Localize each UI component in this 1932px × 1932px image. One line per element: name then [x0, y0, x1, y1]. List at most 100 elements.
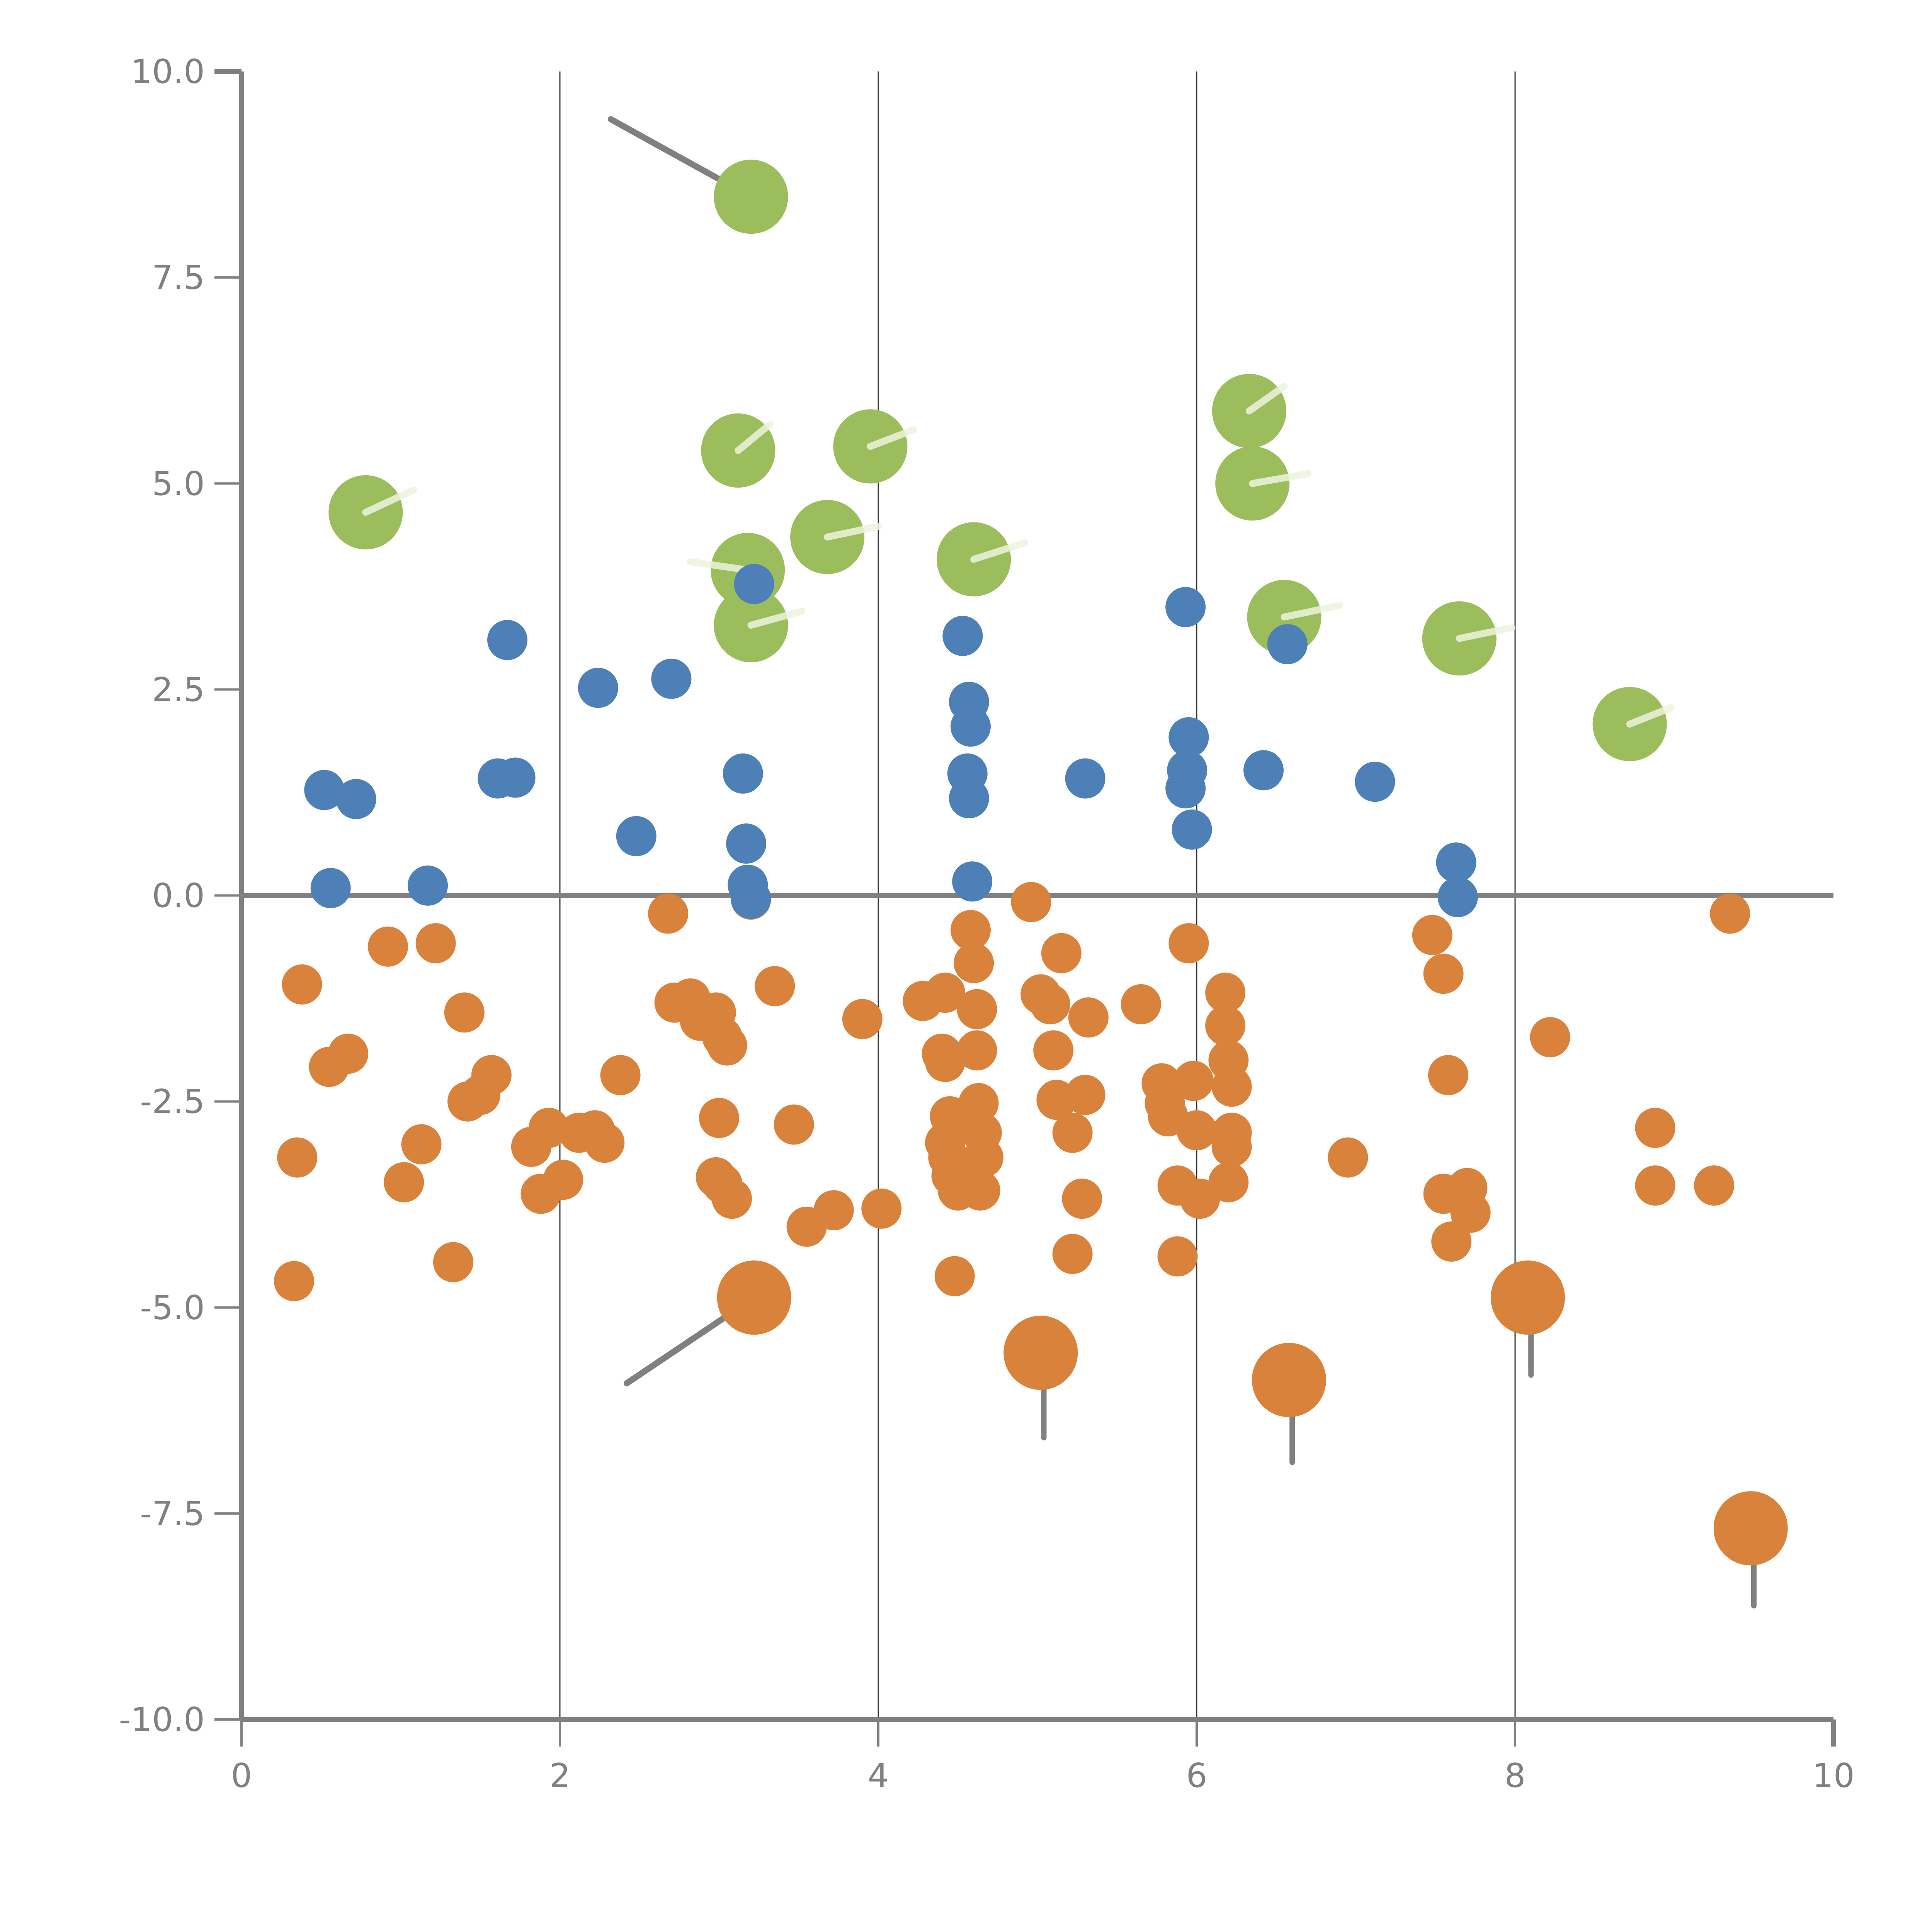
data-point-orange[interactable]	[755, 966, 795, 1007]
data-point-blue[interactable]	[949, 778, 989, 818]
data-point-orange[interactable]	[1423, 954, 1464, 994]
data-point-orange[interactable]	[1177, 1110, 1217, 1151]
data-point-orange[interactable]	[1030, 984, 1070, 1024]
data-point-orange[interactable]	[1450, 1192, 1491, 1233]
data-point-blue[interactable]	[1437, 877, 1478, 917]
data-point-blue[interactable]	[723, 753, 763, 794]
data-point-orange[interactable]	[1121, 984, 1161, 1024]
data-point-blue[interactable]	[1172, 809, 1212, 850]
data-point-orange[interactable]	[277, 1137, 318, 1178]
data-point-orange[interactable]	[1173, 1061, 1214, 1101]
data-point-blue[interactable]	[1165, 768, 1206, 809]
data-point-orange[interactable]	[707, 1025, 747, 1066]
data-point-orange[interactable]	[1635, 1107, 1675, 1148]
data-point-orange[interactable]	[1412, 915, 1452, 955]
data-point-orange[interactable]	[957, 1030, 997, 1071]
data-point-orange[interactable]	[1710, 893, 1750, 934]
data-point-orange[interactable]	[934, 1256, 975, 1296]
data-point-orange[interactable]	[958, 1083, 999, 1123]
data-point-orange[interactable]	[960, 1170, 1000, 1211]
data-point-orange[interactable]	[368, 926, 408, 967]
data-point-blue[interactable]	[1355, 762, 1395, 802]
data-point-orange[interactable]	[1205, 973, 1246, 1013]
data-point-orange[interactable]	[1041, 933, 1082, 973]
data-point-blue[interactable]	[950, 706, 991, 747]
data-point-green[interactable]	[714, 160, 788, 234]
data-point-blue[interactable]	[495, 757, 536, 798]
data-point-orange[interactable]	[433, 1242, 473, 1282]
data-point-orange[interactable]	[1530, 1017, 1570, 1058]
data-point-orange[interactable]	[1052, 1112, 1093, 1153]
data-point-orange[interactable]	[384, 1162, 424, 1202]
data-point-orange[interactable]	[954, 943, 994, 983]
data-point-blue[interactable]	[1243, 750, 1284, 791]
data-point-orange[interactable]	[1062, 1179, 1102, 1219]
series-blue-points[interactable]	[304, 564, 1478, 919]
data-point-orange[interactable]	[415, 923, 456, 964]
data-point-blue[interactable]	[310, 868, 351, 908]
data-point-orange[interactable]	[1033, 1030, 1074, 1071]
data-point-orange[interactable]	[471, 1055, 512, 1095]
data-point-orange[interactable]	[1208, 1162, 1249, 1202]
data-point-orange[interactable]	[584, 1122, 625, 1163]
data-point-orange[interactable]	[957, 989, 997, 1029]
data-point-blue[interactable]	[408, 865, 448, 906]
data-point-blue[interactable]	[1165, 587, 1206, 628]
data-point-blue[interactable]	[336, 779, 376, 819]
data-point-blue[interactable]	[731, 879, 771, 919]
data-point-orange[interactable]	[1694, 1165, 1734, 1206]
data-point-blue[interactable]	[1267, 624, 1308, 665]
data-point-blue[interactable]	[487, 620, 528, 660]
data-point-orange[interactable]	[1168, 923, 1209, 964]
data-point-blue[interactable]	[578, 668, 618, 708]
data-point-blue[interactable]	[734, 564, 774, 604]
data-point-orange[interactable]	[274, 1261, 314, 1301]
data-point-blue[interactable]	[1168, 717, 1209, 758]
data-point-blue[interactable]	[942, 616, 983, 656]
data-point-orange-large[interactable]	[1490, 1260, 1565, 1335]
data-point-orange[interactable]	[711, 1179, 752, 1219]
data-point-orange[interactable]	[1065, 1075, 1105, 1115]
data-point-orange-large[interactable]	[1252, 1343, 1326, 1417]
data-point-orange-large[interactable]	[717, 1260, 791, 1335]
data-point-orange[interactable]	[950, 910, 991, 951]
data-point-blue[interactable]	[1436, 842, 1476, 883]
data-point-orange[interactable]	[1011, 882, 1051, 922]
data-point-orange[interactable]	[813, 1190, 854, 1231]
data-point-orange[interactable]	[774, 1104, 814, 1145]
data-point-orange[interactable]	[529, 1107, 569, 1148]
data-point-blue[interactable]	[1065, 758, 1105, 799]
data-point-orange[interactable]	[444, 992, 485, 1033]
data-point-orange[interactable]	[1211, 1126, 1252, 1167]
data-point-blue[interactable]	[651, 658, 692, 699]
data-point-orange[interactable]	[1157, 1236, 1198, 1277]
data-point-orange[interactable]	[699, 1098, 739, 1138]
data-point-orange-large[interactable]	[1713, 1491, 1788, 1566]
series-orange-points[interactable]	[274, 879, 1750, 1301]
data-point-orange[interactable]	[1431, 1221, 1472, 1262]
data-point-orange[interactable]	[282, 964, 322, 1005]
data-point-orange[interactable]	[1635, 1165, 1675, 1206]
data-point-blue[interactable]	[304, 770, 345, 810]
data-point-orange[interactable]	[861, 1188, 902, 1229]
series-orange-large-points[interactable]	[717, 1260, 1788, 1566]
data-point-orange[interactable]	[925, 1042, 966, 1082]
data-point-blue[interactable]	[952, 861, 993, 902]
data-point-orange[interactable]	[1428, 1055, 1468, 1095]
data-point-orange[interactable]	[600, 1055, 641, 1095]
data-point-orange[interactable]	[1211, 1066, 1252, 1107]
data-point-orange[interactable]	[328, 1033, 369, 1074]
data-point-orange[interactable]	[1328, 1137, 1368, 1178]
data-point-orange[interactable]	[1068, 997, 1109, 1038]
data-point-orange-large[interactable]	[1003, 1316, 1078, 1390]
data-point-orange[interactable]	[648, 893, 689, 934]
data-point-orange[interactable]	[543, 1160, 583, 1200]
data-point-blue[interactable]	[726, 823, 767, 864]
data-point-blue[interactable]	[616, 816, 656, 856]
data-point-orange[interactable]	[925, 973, 966, 1013]
data-point-orange[interactable]	[842, 999, 883, 1039]
data-point-orange[interactable]	[1205, 1005, 1246, 1046]
data-point-orange[interactable]	[1052, 1234, 1093, 1274]
data-point-orange[interactable]	[963, 1137, 1003, 1178]
data-point-orange[interactable]	[401, 1124, 442, 1165]
